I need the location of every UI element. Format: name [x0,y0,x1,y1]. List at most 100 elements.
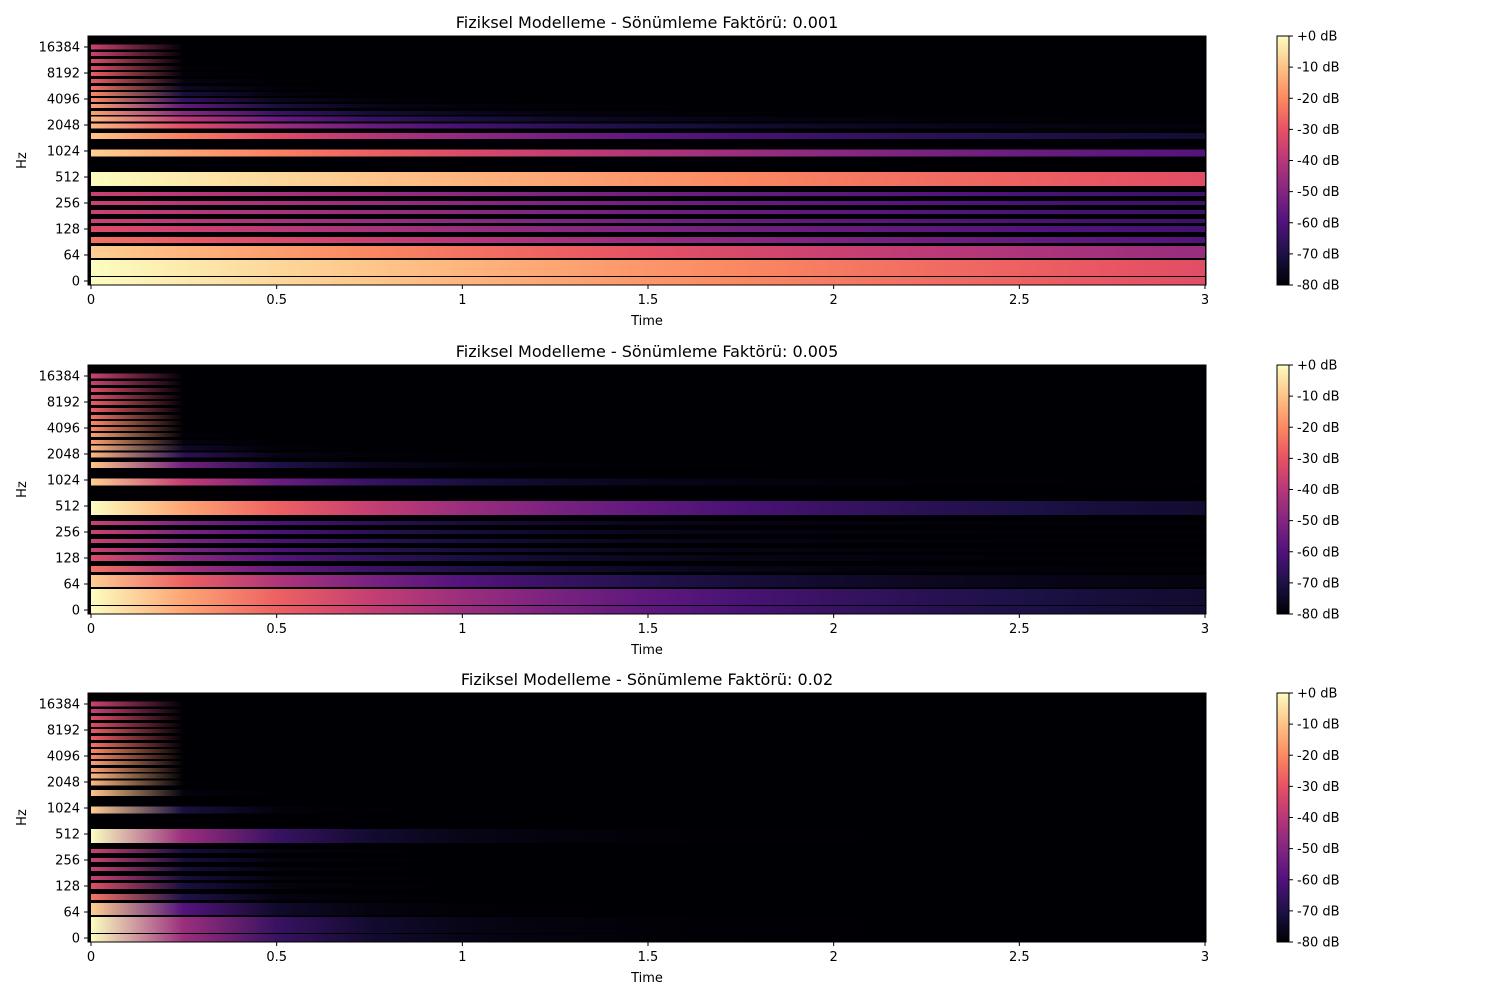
spectrogram-band [91,729,1205,733]
spectrogram-band [91,894,1205,900]
spectrogram-band [91,589,1205,605]
spectrogram-band [91,381,1205,385]
spectrogram-band [91,440,1205,444]
x-tick-label: 1 [458,293,466,308]
y-tick-label: 2048 [47,448,80,463]
spectrogram-band [91,548,1205,552]
x-tick-label: 1.5 [638,622,659,637]
x-tick-label: 0.5 [266,622,287,637]
spectrogram-band [91,59,1205,63]
spectrogram-band [91,52,1205,56]
colorbar-tick-label: -30 dB [1297,780,1340,795]
x-tick-label: 0.5 [266,293,287,308]
y-tick-label: 2048 [47,119,80,134]
y-tick-label: 1024 [47,474,80,489]
x-axis-label: Time [630,971,663,986]
spectrogram-band [91,701,1205,707]
spectrogram-band [91,388,1205,392]
spectrogram-band [91,743,1205,747]
y-tick-label: 0 [72,604,80,619]
spectrogram-band [91,133,1205,139]
spectrogram-panel-1: Fiziksel Modelleme - Sönümleme Faktörü: … [15,13,1340,329]
spectrogram-band [91,462,1205,468]
y-tick-label: 256 [55,526,80,541]
y-axis-label: Hz [15,481,30,498]
x-tick-label: 0.5 [266,950,287,965]
colorbar-tick-label: -20 dB [1297,749,1340,764]
spectrogram-band [91,445,1205,451]
spectrogram-band [91,116,1205,122]
colorbar-tick-label: -40 dB [1297,483,1340,498]
spectrogram-band [91,606,1205,614]
spectrogram-band [91,277,1205,285]
spectrogram-band [91,709,1205,713]
spectrogram-band [91,768,1205,772]
spectrogram-band [91,421,1205,425]
spectrogram-band [91,773,1205,779]
spectrogram-band [91,123,1205,129]
spectrogram-band [91,72,1205,76]
colorbar-tick-label: -10 dB [1297,61,1340,76]
spectrogram-band [91,883,1205,889]
spectrogram-panel-3: Fiziksel Modelleme - Sönümleme Faktörü: … [15,670,1340,986]
x-tick-label: 1 [458,950,466,965]
spectrogram-band [91,478,1205,486]
y-tick-label: 256 [55,854,80,869]
spectrogram-band [91,806,1205,814]
x-tick-label: 3 [1201,622,1209,637]
spectrogram-band [91,716,1205,720]
x-axis-label: Time [630,643,663,658]
y-tick-label: 0 [72,932,80,947]
y-tick-label: 8192 [47,67,80,82]
spectrogram-band [91,755,1205,759]
x-tick-label: 0 [87,293,95,308]
spectrogram-band [91,44,1205,50]
axes-frame [87,364,1207,615]
y-tick-label: 256 [55,197,80,212]
y-tick-label: 16384 [39,698,80,713]
axes-frame [87,692,1207,943]
colorbar-tick-label: -70 dB [1297,247,1340,262]
spectrogram-band [91,172,1205,186]
y-tick-label: 128 [55,223,80,238]
colorbar-tick-label: -20 dB [1297,421,1340,436]
spectrogram-band [91,395,1205,399]
spectrogram-band [91,401,1205,405]
colorbar-tick-label: -80 dB [1297,608,1340,623]
spectrogram-panel-2: Fiziksel Modelleme - Sönümleme Faktörü: … [15,342,1340,658]
x-tick-label: 1.5 [638,950,659,965]
x-tick-label: 0 [87,622,95,637]
spectrogram-band [91,415,1205,419]
y-tick-label: 512 [55,171,80,186]
x-axis-label: Time [630,314,663,329]
spectrogram-band [91,501,1205,515]
colorbar-tick-label: -80 dB [1297,279,1340,294]
colorbar-tick-label: -70 dB [1297,576,1340,591]
x-tick-label: 2 [830,293,838,308]
spectrogram-band [91,539,1205,543]
spectrogram-band [91,575,1205,587]
spectrogram-band [91,408,1205,412]
colorbar [1276,692,1290,943]
colorbar-tick-label: +0 dB [1297,687,1337,702]
chart-title: Fiziksel Modelleme - Sönümleme Faktörü: … [456,13,839,32]
y-tick-label: 64 [63,906,80,921]
y-tick-label: 4096 [47,750,80,765]
spectrogram-band [91,98,1205,102]
spectrogram-band [91,934,1205,942]
y-tick-label: 128 [55,880,80,895]
spectrogram-band [91,521,1205,525]
spectrogram-plot-area [88,365,1206,614]
y-tick-label: 0 [72,275,80,290]
colorbar-tick-label: -40 dB [1297,811,1340,826]
y-tick-label: 64 [63,578,80,593]
colorbar-tick-label: -50 dB [1297,514,1340,529]
axes-frame [87,35,1207,286]
spectrogram-band [91,566,1205,572]
colorbar-tick-label: +0 dB [1297,359,1337,374]
colorbar-tick-label: -50 dB [1297,842,1340,857]
x-tick-label: 2.5 [1009,293,1030,308]
x-tick-label: 3 [1201,293,1209,308]
spectrogram-band [91,761,1205,765]
spectrogram-band [91,86,1205,90]
